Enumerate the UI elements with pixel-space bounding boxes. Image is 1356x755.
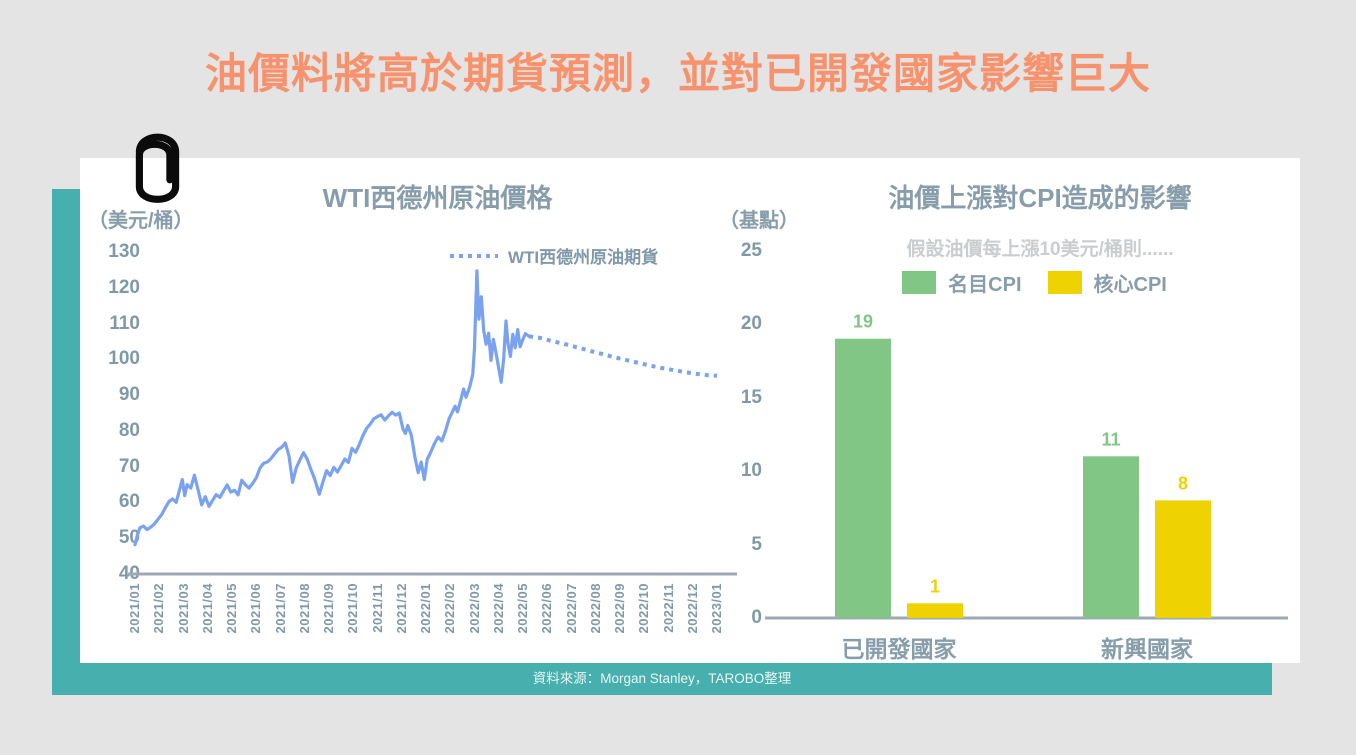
bar-y-tick: 15 <box>740 386 762 408</box>
bar-y-tick: 0 <box>751 607 762 628</box>
bar-名目CPI-新興國家 <box>1083 456 1139 618</box>
line-y-tick: 100 <box>108 348 140 370</box>
line-y-tick: 90 <box>118 384 140 406</box>
chart-panel: WTI西德州原油價格 （美元/桶） （基點） WTI西德州原油期貨 130 120… <box>80 158 1300 663</box>
bar-核心CPI-已開發國家 <box>907 603 963 618</box>
core-cpi-legend-label: 核心CPI <box>1093 274 1167 296</box>
bar-y-tick: 20 <box>740 313 762 334</box>
bar-value-label: 19 <box>853 312 873 332</box>
line-x-tick: 2022/10 <box>636 583 652 634</box>
paperclip-icon <box>135 133 180 203</box>
line-x-tick: 2021/09 <box>321 583 336 634</box>
line-x-tick: 2022/07 <box>563 583 579 634</box>
line-x-tick: 2021/11 <box>369 583 385 633</box>
bar-chart-title: 油價上漲對CPI造成的影響 <box>888 183 1192 213</box>
line-y-tick: 110 <box>109 312 140 334</box>
line-x-tick: 2021/12 <box>393 583 409 634</box>
line-y-tick: 80 <box>118 419 140 441</box>
line-x-tick: 2022/05 <box>515 583 530 634</box>
line-y-tick: 70 <box>118 455 140 477</box>
line-x-tick: 2021/01 <box>127 583 142 634</box>
bar-y-tick: 25 <box>740 239 762 261</box>
nominal-cpi-legend-label: 名目CPI <box>948 274 1022 296</box>
line-x-tick: 2023/01 <box>709 583 724 634</box>
bar-category-label: 新興國家 <box>1101 636 1193 662</box>
line-x-tick: 2021/02 <box>151 583 167 634</box>
futures-forecast-line <box>528 334 718 378</box>
bar-核心CPI-新興國家 <box>1155 500 1211 618</box>
line-legend-label: WTI西德州原油期貨 <box>508 248 659 267</box>
line-x-tick: 2022/08 <box>587 583 603 634</box>
line-x-tick: 2022/12 <box>684 583 700 634</box>
line-x-tick: 2021/06 <box>248 583 264 634</box>
line-chart-plot <box>128 269 737 576</box>
line-x-tick: 2021/05 <box>224 583 239 634</box>
dotted-line-icon <box>450 253 498 258</box>
line-x-tick: 2021/08 <box>296 583 312 634</box>
core-cpi-swatch-icon <box>1047 271 1082 294</box>
bar-y-tick: 5 <box>751 533 762 555</box>
bar-value-label: 11 <box>1101 429 1120 449</box>
bar-category-label: 已開發國家 <box>841 636 957 662</box>
line-y-tick: 60 <box>118 491 140 513</box>
line-x-tick: 2021/04 <box>199 583 215 634</box>
line-y-tick: 130 <box>108 240 140 262</box>
bar-chart-unit-label: （基點） <box>719 210 799 232</box>
nominal-cpi-swatch-icon <box>902 271 937 294</box>
line-y-tick: 120 <box>108 276 140 298</box>
line-x-tick: 2022/09 <box>612 583 627 634</box>
line-chart-title: WTI西德州原油價格 <box>322 183 553 213</box>
bar-名目CPI-已開發國家 <box>835 338 891 618</box>
source-text: 資料來源：Morgan Stanley，TAROBO整理 <box>532 671 792 686</box>
line-chart-unit-label: （美元/桶） <box>88 210 194 232</box>
line-x-tick: 2021/07 <box>272 583 288 634</box>
line-x-tick: 2022/04 <box>490 583 506 634</box>
line-x-tick: 2022/11 <box>660 583 676 633</box>
price-history-line <box>133 269 531 547</box>
bar-value-label: 8 <box>1178 473 1188 493</box>
page-title: 油價料將高於期貨預測，並對已開發國家影響巨大 <box>204 50 1151 97</box>
line-chart-legend: WTI西德州原油期貨 <box>448 243 658 268</box>
line-x-tick: 2022/01 <box>418 583 433 634</box>
bar-chart-legend: 名目CPI 核心CPI <box>765 268 1290 297</box>
bar-chart-subtitle: 假設油價每上漲10美元/桶則...... <box>906 239 1174 260</box>
line-x-tick: 2021/10 <box>345 583 361 634</box>
line-x-tick: 2022/06 <box>539 583 555 634</box>
line-x-tick: 2022/02 <box>442 583 458 634</box>
line-x-tick: 2022/03 <box>466 583 482 634</box>
bar-value-label: 1 <box>930 576 940 596</box>
bar-y-tick: 10 <box>740 460 762 481</box>
line-x-tick: 2021/03 <box>175 583 191 634</box>
